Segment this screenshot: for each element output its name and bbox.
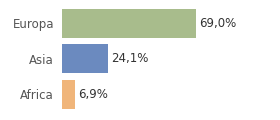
Text: 69,0%: 69,0% — [199, 17, 236, 30]
Bar — [62, 44, 108, 73]
Text: 6,9%: 6,9% — [78, 88, 108, 101]
Bar — [62, 80, 75, 109]
Bar — [62, 9, 196, 38]
Text: 24,1%: 24,1% — [111, 52, 149, 65]
